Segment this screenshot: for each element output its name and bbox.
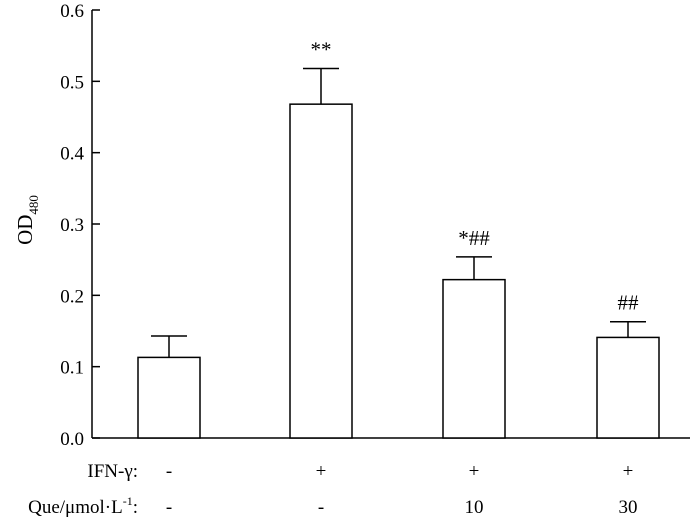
condition-label-0: IFN-γ: bbox=[87, 461, 138, 482]
condition-value-0-2: + bbox=[469, 461, 480, 482]
bar-3 bbox=[596, 336, 660, 439]
y-tick-label-1: 0.1 bbox=[60, 358, 84, 379]
condition-value-0-3: + bbox=[623, 461, 634, 482]
y-axis-title-subscript: 480 bbox=[26, 195, 41, 215]
condition-value-0-1: + bbox=[316, 461, 327, 482]
condition-value-1-3: 30 bbox=[619, 497, 638, 518]
condition-label-text-1: Que/μmol·L bbox=[28, 497, 123, 518]
condition-rows: IFN-γ: - + + + Que/μmol·L-1: - - 10 30 bbox=[28, 461, 637, 518]
error-bars bbox=[151, 67, 646, 358]
y-axis-title: OD480 bbox=[13, 195, 41, 245]
y-tick-label-3: 0.3 bbox=[60, 215, 84, 236]
y-tick-label-2: 0.2 bbox=[60, 286, 84, 307]
significance-label-3: ## bbox=[618, 291, 640, 315]
bars bbox=[137, 103, 660, 439]
y-tick-label-5: 0.5 bbox=[60, 72, 84, 93]
significance-labels: ** *## ## bbox=[311, 37, 640, 314]
bar-1 bbox=[289, 103, 353, 439]
condition-label-1: Que/μmol·L-1: bbox=[28, 494, 138, 518]
y-tick-label-4: 0.4 bbox=[60, 144, 84, 165]
condition-value-1-0: - bbox=[166, 497, 172, 518]
y-tick-label-0: 0.0 bbox=[60, 429, 84, 450]
condition-value-1-2: 10 bbox=[465, 497, 484, 518]
y-axis-title-main: OD bbox=[13, 215, 37, 245]
bar-2 bbox=[442, 278, 506, 439]
condition-label-text-0: IFN-γ: bbox=[87, 461, 138, 482]
condition-value-0-0: - bbox=[166, 461, 172, 482]
bar-0 bbox=[137, 356, 201, 439]
significance-label-1: ** bbox=[311, 37, 332, 61]
condition-label-superscript-1: -1 bbox=[123, 494, 133, 508]
condition-value-1-1: - bbox=[318, 497, 324, 518]
y-tick-label-6: 0.6 bbox=[60, 1, 84, 22]
condition-label-suffix-1: : bbox=[133, 497, 138, 518]
significance-label-2: *## bbox=[458, 226, 490, 250]
